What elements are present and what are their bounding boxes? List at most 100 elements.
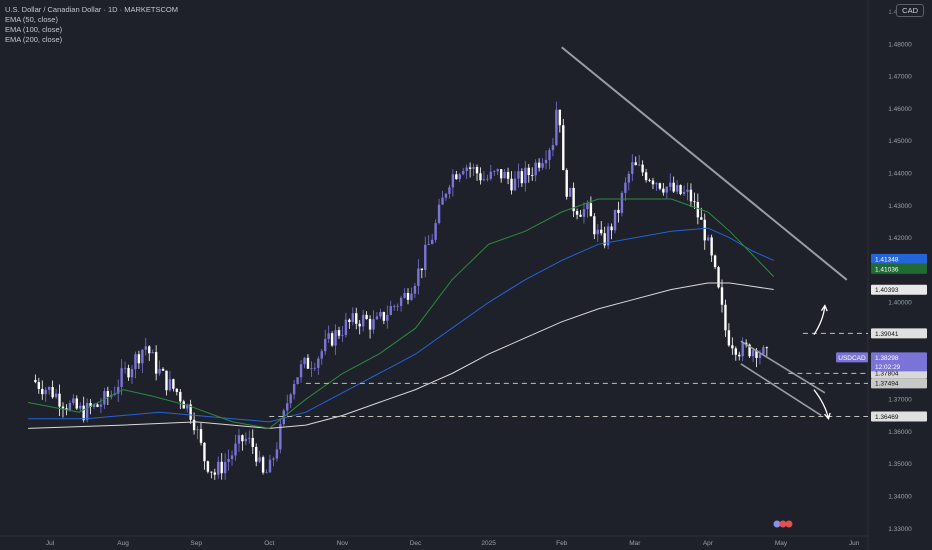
candle-body	[555, 109, 558, 146]
candle-body	[496, 169, 499, 172]
price-tag	[871, 284, 927, 295]
price-tag	[871, 263, 927, 274]
legend-ema100[interactable]: EMA (100, close)	[5, 25, 63, 34]
candle-body	[310, 368, 313, 370]
channel-upper-line	[740, 340, 826, 394]
candle-body	[99, 404, 103, 407]
candle-body	[237, 435, 241, 444]
price-tag-label: 1.37804	[875, 371, 899, 378]
candle-body	[475, 167, 479, 174]
candle-body	[123, 367, 127, 369]
candle-body	[582, 209, 586, 217]
candle-body	[230, 455, 234, 460]
candle-body	[606, 226, 610, 246]
y-tick-label: 1.42000	[888, 235, 912, 242]
candle-body	[755, 350, 758, 359]
candle-body	[372, 319, 375, 330]
candle-body	[482, 179, 486, 181]
arrow-up-head	[820, 304, 828, 312]
candle-body	[506, 172, 510, 179]
candle-body	[489, 171, 493, 179]
candle-body	[317, 358, 320, 368]
x-tick-label: Aug	[117, 540, 129, 547]
candle-body	[41, 388, 44, 395]
candle-body	[96, 404, 99, 407]
candle-body	[330, 333, 334, 346]
candle-body	[727, 330, 731, 346]
arrow-down	[813, 389, 830, 419]
candle-body	[537, 162, 541, 168]
candle-body	[679, 185, 682, 195]
currency-button[interactable]: CAD	[896, 4, 924, 17]
candle-body	[524, 167, 527, 184]
candle-body	[320, 351, 323, 359]
candle-body	[658, 183, 662, 189]
candle-body	[448, 187, 451, 194]
candles	[34, 101, 769, 480]
candle-body	[534, 162, 537, 176]
event-flag-icon	[785, 520, 793, 528]
event-flag-icon	[779, 520, 787, 528]
y-tick-label: 1.45000	[888, 138, 912, 145]
candle-body	[610, 226, 613, 231]
candle-body	[465, 167, 468, 172]
candle-body	[455, 174, 458, 180]
candle-body	[665, 186, 668, 193]
candle-body	[189, 404, 192, 420]
candle-body	[106, 391, 110, 397]
candle-body	[627, 173, 631, 183]
x-tick-label: Feb	[556, 540, 568, 547]
chart-legend: U.S. Dollar / Canadian Dollar · 1D · MAR…	[5, 5, 178, 45]
candle-body	[410, 293, 413, 300]
x-tick-label: Jul	[46, 540, 55, 547]
candle-body	[213, 472, 216, 475]
candle-body	[427, 243, 430, 245]
candle-body	[531, 175, 534, 176]
candle-body	[413, 285, 417, 294]
price-tag-label: 1.40393	[875, 287, 899, 294]
legend-ema200[interactable]: EMA (200, close)	[5, 35, 63, 44]
x-tick-label: Nov	[337, 540, 349, 547]
candle-body	[299, 364, 303, 378]
price-tag-label: 1.37494	[875, 381, 899, 388]
candle-body	[589, 203, 593, 217]
candle-body	[289, 394, 292, 404]
candle-body	[327, 333, 330, 339]
candle-body	[724, 304, 727, 331]
candle-body	[734, 348, 737, 355]
candle-body	[662, 188, 665, 193]
candle-body	[223, 462, 227, 474]
candle-body	[68, 403, 72, 410]
candle-body	[406, 292, 410, 300]
candle-body	[296, 377, 299, 384]
candle-body	[120, 368, 123, 387]
candle-body	[765, 347, 769, 349]
candle-body	[379, 312, 382, 317]
candle-body	[620, 192, 624, 213]
candle-body	[255, 446, 258, 462]
candle-body	[686, 189, 689, 192]
candle-body	[693, 201, 696, 203]
candle-body	[79, 405, 82, 409]
price-tags: 1.41348 1.41036 1.40393 1.39041 1.37804 1.374…	[836, 253, 927, 422]
y-tick-label: 1.48000	[888, 41, 912, 48]
y-tick-label: 1.44000	[888, 171, 912, 178]
candle-body	[358, 323, 361, 327]
candle-body	[565, 170, 568, 197]
candle-body	[579, 214, 582, 217]
candle-body	[306, 357, 310, 369]
candle-body	[272, 458, 275, 460]
candle-body	[134, 354, 137, 370]
legend-ema50[interactable]: EMA (50, close)	[5, 15, 58, 24]
ema100-line	[28, 227, 774, 423]
candle-body	[669, 182, 672, 187]
candle-body	[651, 180, 655, 185]
candle-body	[613, 209, 617, 231]
candle-body	[44, 389, 47, 395]
candle-body	[275, 449, 279, 459]
candle-body	[279, 424, 282, 450]
candle-body	[313, 367, 317, 369]
candle-body	[141, 349, 144, 364]
